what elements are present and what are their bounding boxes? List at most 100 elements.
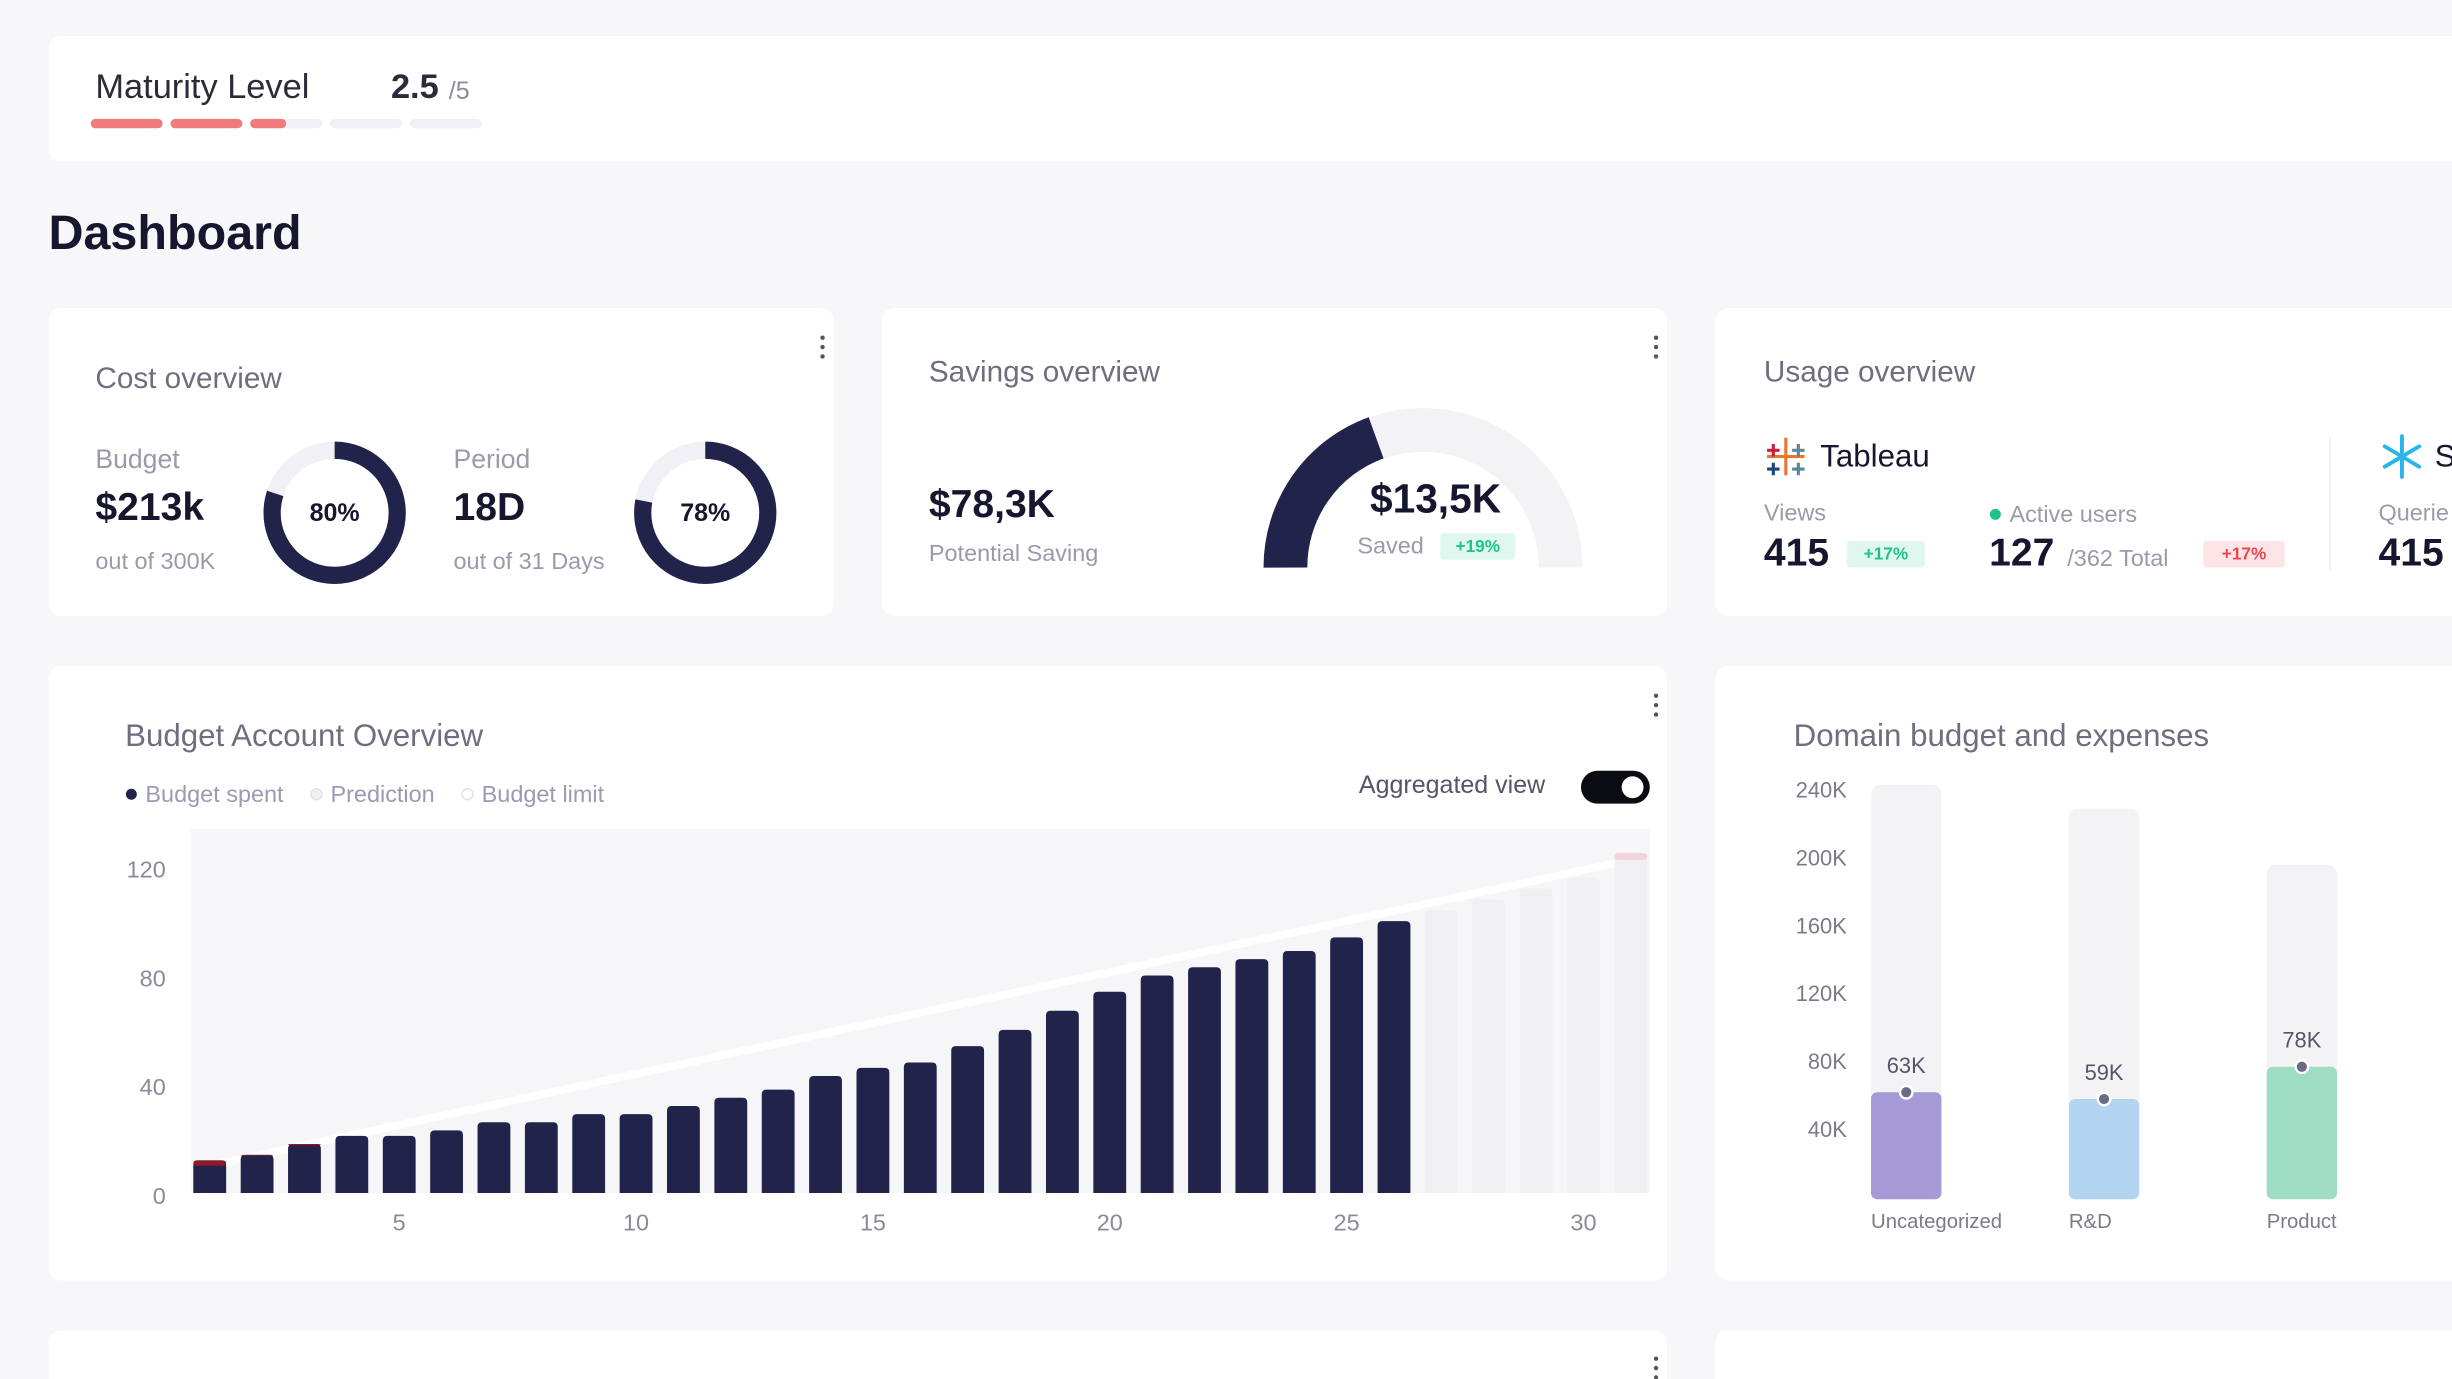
card bbox=[48, 1330, 1667, 1379]
chart-title: Domain budget and expenses bbox=[1794, 718, 2209, 753]
expense-bar bbox=[2266, 1066, 2338, 1200]
segment-track bbox=[329, 118, 402, 129]
bar bbox=[288, 1144, 321, 1193]
page-title: Dashboard bbox=[48, 206, 301, 260]
tool-name: S bbox=[2435, 438, 2452, 473]
segment-track bbox=[409, 118, 482, 129]
menu-dots[interactable] bbox=[820, 335, 825, 359]
limit-line bbox=[208, 856, 1632, 1170]
bar bbox=[1235, 959, 1269, 1193]
bar bbox=[1614, 853, 1648, 1193]
bar bbox=[1188, 967, 1221, 1193]
value-label: 59K bbox=[2085, 1060, 2124, 1085]
potential-label: Potential Saving bbox=[929, 540, 1098, 566]
category-label: Product bbox=[2267, 1211, 2337, 1233]
y-tick-label: 40K bbox=[1808, 1117, 1847, 1142]
views-label: Querie bbox=[2379, 500, 2449, 526]
users-value: 127 bbox=[1989, 531, 2054, 574]
bar bbox=[335, 1135, 369, 1193]
segment-fill bbox=[250, 118, 287, 129]
y-tick-label: 160K bbox=[1796, 913, 1848, 938]
item-note: out of 300K bbox=[95, 548, 215, 574]
budget-chart: 0 40 80 120 5 10 15 20 25 30 Budget spent Predictio… bbox=[125, 781, 1648, 1235]
views-value: 415 bbox=[2379, 531, 2444, 574]
legend-dot bbox=[461, 787, 474, 801]
expense-marker bbox=[2294, 1059, 2310, 1075]
x-tick-label: 20 bbox=[1097, 1209, 1123, 1235]
expense-bar bbox=[2068, 1099, 2140, 1200]
bar bbox=[714, 1097, 748, 1193]
menu-dots[interactable] bbox=[1653, 1356, 1659, 1379]
item-note: out of 31 Days bbox=[453, 548, 604, 574]
status-dot bbox=[1989, 508, 2001, 520]
domain-chart: 40K 80K 120K 160K 200K 240K 63K Uncategorized 59… bbox=[1796, 777, 2338, 1233]
x-tick-label: 25 bbox=[1334, 1209, 1360, 1235]
snowflake-icon bbox=[2382, 434, 2422, 479]
toggle-knob bbox=[1621, 776, 1644, 799]
menu-dots[interactable] bbox=[1653, 693, 1659, 717]
users-total: /362 Total bbox=[2067, 545, 2168, 571]
bar bbox=[1045, 1010, 1079, 1193]
expense-bar bbox=[1871, 1092, 1942, 1200]
item-label: Period bbox=[453, 444, 530, 474]
category-label: Uncategorized bbox=[1871, 1211, 2002, 1233]
tool-name: Tableau bbox=[1820, 438, 1930, 473]
menu-dots[interactable] bbox=[1653, 335, 1659, 359]
chart-title: Budget Account Overview bbox=[125, 718, 483, 753]
card-title: Cost overview bbox=[95, 362, 282, 395]
item-label: Budget bbox=[95, 444, 180, 474]
legend-dot bbox=[125, 788, 137, 800]
bar-over-limit bbox=[240, 1154, 274, 1156]
bar bbox=[524, 1122, 558, 1193]
card-title: Savings overview bbox=[929, 356, 1161, 389]
maturity-max: /5 bbox=[449, 77, 470, 105]
value-label: 78K bbox=[2282, 1028, 2321, 1053]
item-value: $213k bbox=[95, 486, 204, 529]
bar bbox=[951, 1046, 985, 1193]
card bbox=[1715, 1330, 2452, 1379]
bar bbox=[572, 1114, 606, 1193]
legend-label: Budget spent bbox=[145, 781, 284, 807]
bar bbox=[1519, 888, 1553, 1193]
bar bbox=[619, 1114, 653, 1193]
bar bbox=[193, 1160, 227, 1193]
tableau-icon bbox=[1767, 437, 1805, 476]
donut-fill bbox=[634, 441, 777, 584]
badge bbox=[1846, 540, 1926, 568]
donut-fill bbox=[263, 441, 406, 584]
views-label: Views bbox=[1764, 500, 1826, 526]
y-tick-label: 0 bbox=[153, 1183, 166, 1209]
donut-label: 78% bbox=[680, 499, 730, 527]
bar bbox=[1472, 899, 1506, 1193]
toggle-label: Aggregated view bbox=[1359, 771, 1546, 799]
bar-over-limit bbox=[288, 1144, 321, 1146]
x-tick-label: 10 bbox=[623, 1209, 649, 1235]
bar-over-limit bbox=[1614, 853, 1648, 860]
segment-fill bbox=[90, 118, 163, 129]
y-tick-label: 120K bbox=[1796, 981, 1848, 1006]
badge bbox=[2203, 540, 2285, 568]
bar bbox=[903, 1062, 937, 1193]
y-tick-label: 200K bbox=[1796, 845, 1848, 870]
legend-label: Prediction bbox=[330, 781, 434, 807]
y-tick-label: 80K bbox=[1808, 1049, 1847, 1074]
segment-fill bbox=[170, 118, 243, 129]
cost-items: Budget $213k out of 300K 80% Period 18D out of… bbox=[95, 441, 777, 584]
bar bbox=[430, 1130, 463, 1193]
x-tick-label: 5 bbox=[393, 1209, 406, 1235]
saved-label: Saved bbox=[1357, 532, 1423, 558]
y-tick-label: 80 bbox=[140, 965, 166, 991]
cost-card bbox=[48, 308, 834, 617]
bar bbox=[1093, 991, 1127, 1193]
maturity-score: 2.5 bbox=[391, 68, 439, 106]
bar bbox=[667, 1105, 700, 1193]
item-value: 18D bbox=[453, 486, 525, 529]
expense-marker bbox=[2096, 1091, 2112, 1107]
badge bbox=[1440, 533, 1516, 560]
bar bbox=[761, 1089, 795, 1193]
bar bbox=[1330, 937, 1364, 1193]
bar bbox=[1567, 877, 1600, 1193]
y-tick-label: 240K bbox=[1796, 777, 1848, 802]
donut-label: 80% bbox=[310, 499, 360, 527]
